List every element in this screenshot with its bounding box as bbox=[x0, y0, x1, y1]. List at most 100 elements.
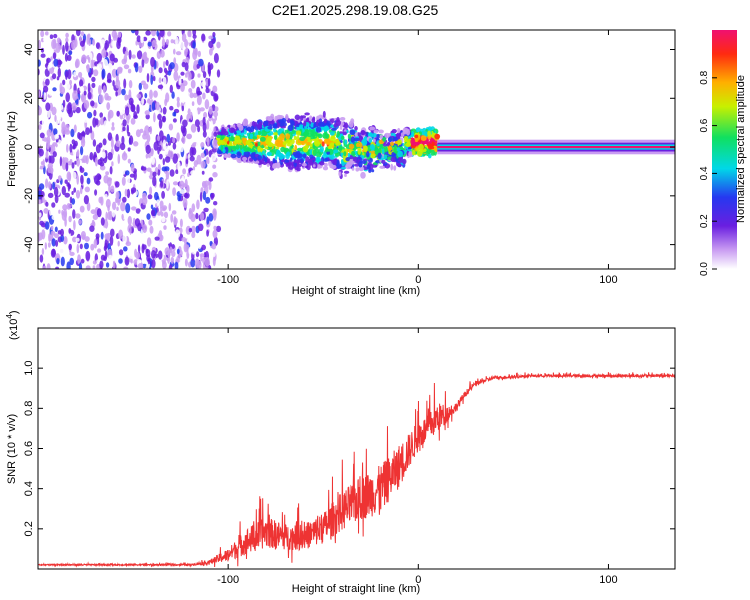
heatmap-cell bbox=[125, 222, 129, 227]
heatmap-cell bbox=[312, 116, 316, 121]
heatmap-cell bbox=[418, 143, 424, 151]
heatmap-cell bbox=[179, 218, 183, 228]
heatmap-cell bbox=[149, 125, 153, 135]
heatmap-cell bbox=[49, 155, 55, 164]
heatmap-cell bbox=[46, 129, 52, 137]
heatmap-cell bbox=[65, 32, 69, 38]
heatmap-cell bbox=[357, 147, 361, 155]
heatmap-cell bbox=[76, 243, 80, 254]
heatmap-cell bbox=[105, 146, 111, 151]
heatmap-cell bbox=[392, 136, 398, 142]
heatmap-cell bbox=[296, 123, 300, 128]
heatmap-cell bbox=[212, 251, 216, 257]
heatmap-cell bbox=[40, 53, 46, 58]
heatmap-cell bbox=[212, 85, 218, 93]
heatmap-cell bbox=[207, 171, 211, 180]
heatmap-cell bbox=[208, 35, 214, 40]
heatmap-cell bbox=[43, 208, 49, 214]
heatmap-cell bbox=[330, 124, 334, 128]
heatmap-cell bbox=[158, 67, 163, 74]
heatmap-cell bbox=[165, 59, 169, 66]
heatmap-cell bbox=[208, 208, 213, 215]
heatmap-cell bbox=[427, 130, 431, 137]
heatmap-cell bbox=[42, 137, 48, 142]
heatmap-cell bbox=[184, 258, 188, 267]
heatmap-cell bbox=[191, 231, 196, 239]
heatmap-cell bbox=[271, 120, 275, 125]
heatmap-cell bbox=[212, 229, 218, 239]
heatmap-cell bbox=[184, 192, 190, 199]
heatmap-cell bbox=[115, 191, 120, 200]
heatmap-cell bbox=[103, 174, 109, 184]
heatmap-cell bbox=[222, 131, 229, 136]
heatmap-cell bbox=[153, 141, 159, 151]
heatmap-cell bbox=[71, 198, 76, 205]
heatmap-cell bbox=[93, 109, 97, 117]
heatmap-cell bbox=[188, 207, 192, 215]
heatmap-cell bbox=[222, 148, 226, 154]
heatmap-cell bbox=[121, 58, 127, 65]
heatmap-cell bbox=[258, 121, 263, 129]
heatmap-cell bbox=[196, 90, 203, 96]
heatmap-cell bbox=[202, 71, 207, 79]
heatmap-cell bbox=[60, 228, 64, 237]
heatmap-cell bbox=[166, 133, 171, 143]
heatmap-cell bbox=[181, 237, 187, 242]
heatmap-cell bbox=[75, 106, 81, 114]
heatmap-cell bbox=[57, 59, 61, 65]
heatmap-cell bbox=[58, 209, 61, 214]
heatmap-cell bbox=[358, 135, 363, 143]
heatmap-cell bbox=[155, 123, 159, 131]
heatmap-cell bbox=[378, 129, 384, 134]
heatmap-cell bbox=[387, 136, 393, 143]
heatmap-cell bbox=[176, 101, 180, 108]
heatmap-cell bbox=[285, 133, 291, 140]
heatmap-cell bbox=[255, 142, 258, 147]
heatmap-cell bbox=[276, 149, 281, 157]
heatmap-cell bbox=[381, 159, 386, 164]
heatmap-cell bbox=[69, 79, 72, 85]
heatmap-cell bbox=[321, 141, 325, 147]
heatmap-cell bbox=[172, 118, 177, 123]
heatmap-cell bbox=[184, 62, 189, 72]
heatmap-cell bbox=[411, 138, 415, 144]
heatmap-cell bbox=[84, 236, 90, 242]
heatmap-cell bbox=[196, 199, 200, 210]
x-tick-label: -100 bbox=[217, 274, 239, 286]
heatmap-cell bbox=[211, 131, 214, 139]
heatmap-cell bbox=[175, 229, 181, 239]
x-tick-label: 0 bbox=[415, 274, 421, 286]
heatmap-cell bbox=[115, 75, 119, 83]
heatmap-cell bbox=[52, 87, 57, 92]
heatmap-cell bbox=[99, 161, 105, 167]
heatmap-cell bbox=[230, 136, 236, 142]
heatmap-cell bbox=[235, 144, 240, 150]
heatmap-cell bbox=[214, 95, 219, 101]
heatmap-cell bbox=[157, 84, 164, 90]
heatmap-cell bbox=[68, 50, 73, 56]
heatmap-cell bbox=[178, 166, 181, 177]
y-tick-label: 40 bbox=[23, 43, 35, 55]
heatmap-cell bbox=[87, 82, 91, 93]
heatmap-cell bbox=[52, 73, 57, 80]
heatmap-cell bbox=[102, 59, 109, 70]
heatmap-cell bbox=[368, 132, 372, 138]
heatmap-cell bbox=[59, 156, 63, 167]
heatmap-cell bbox=[129, 254, 134, 259]
heatmap-cell bbox=[122, 119, 127, 127]
heatmap-cell bbox=[121, 135, 125, 145]
heatmap-cell bbox=[68, 215, 72, 223]
heatmap-cell bbox=[115, 181, 120, 188]
heatmap-cell bbox=[382, 142, 388, 147]
heatmap-cell bbox=[101, 48, 106, 59]
heatmap-cell bbox=[181, 134, 186, 145]
heatmap-cell bbox=[241, 132, 245, 136]
heatmap-cell bbox=[335, 141, 342, 146]
heatmap-cell bbox=[103, 120, 108, 129]
y-tick-label: 0.4 bbox=[23, 481, 35, 496]
spectrogram-axes: -100 0 100 -40 -20 0 20 40 bbox=[23, 30, 675, 286]
heatmap-cell bbox=[176, 132, 180, 142]
heatmap-cell bbox=[206, 136, 210, 147]
heatmap-cell bbox=[93, 175, 100, 185]
